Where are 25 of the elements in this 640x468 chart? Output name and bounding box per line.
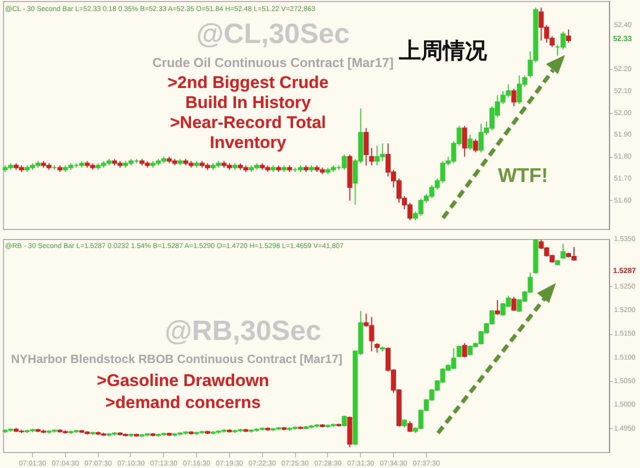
annotation: Inventory [210,133,287,152]
candlestick [511,88,516,107]
candlestick [407,420,412,433]
annotation: WTF! [498,165,548,187]
annotation: >Near-Record Total [170,113,326,132]
candlestick [560,243,566,260]
text: 上周情况 [398,38,488,63]
candlestick [566,29,572,44]
candlestick [456,345,462,358]
annotation: Crude Oil Continuous Contract [Mar17] [152,55,394,70]
candlestick [364,128,369,166]
candlestick [369,147,374,166]
annotation: >Gasoline Drawdown [96,371,270,390]
candlestick [374,342,380,354]
annotation: >2nd Biggest Crude [167,73,329,92]
annotation: NYHarbor Blendstock RBOB Continuous Contract [Mar17] [11,352,342,366]
candlestick [494,300,500,316]
candlestick [462,125,468,158]
candlestick [468,134,473,151]
candlestick [473,138,478,153]
candlestick [342,415,347,427]
annotation: Build In History [185,93,312,112]
annotation: >demand concerns [105,393,261,412]
candlestick [462,342,468,358]
candlestick [511,296,516,312]
